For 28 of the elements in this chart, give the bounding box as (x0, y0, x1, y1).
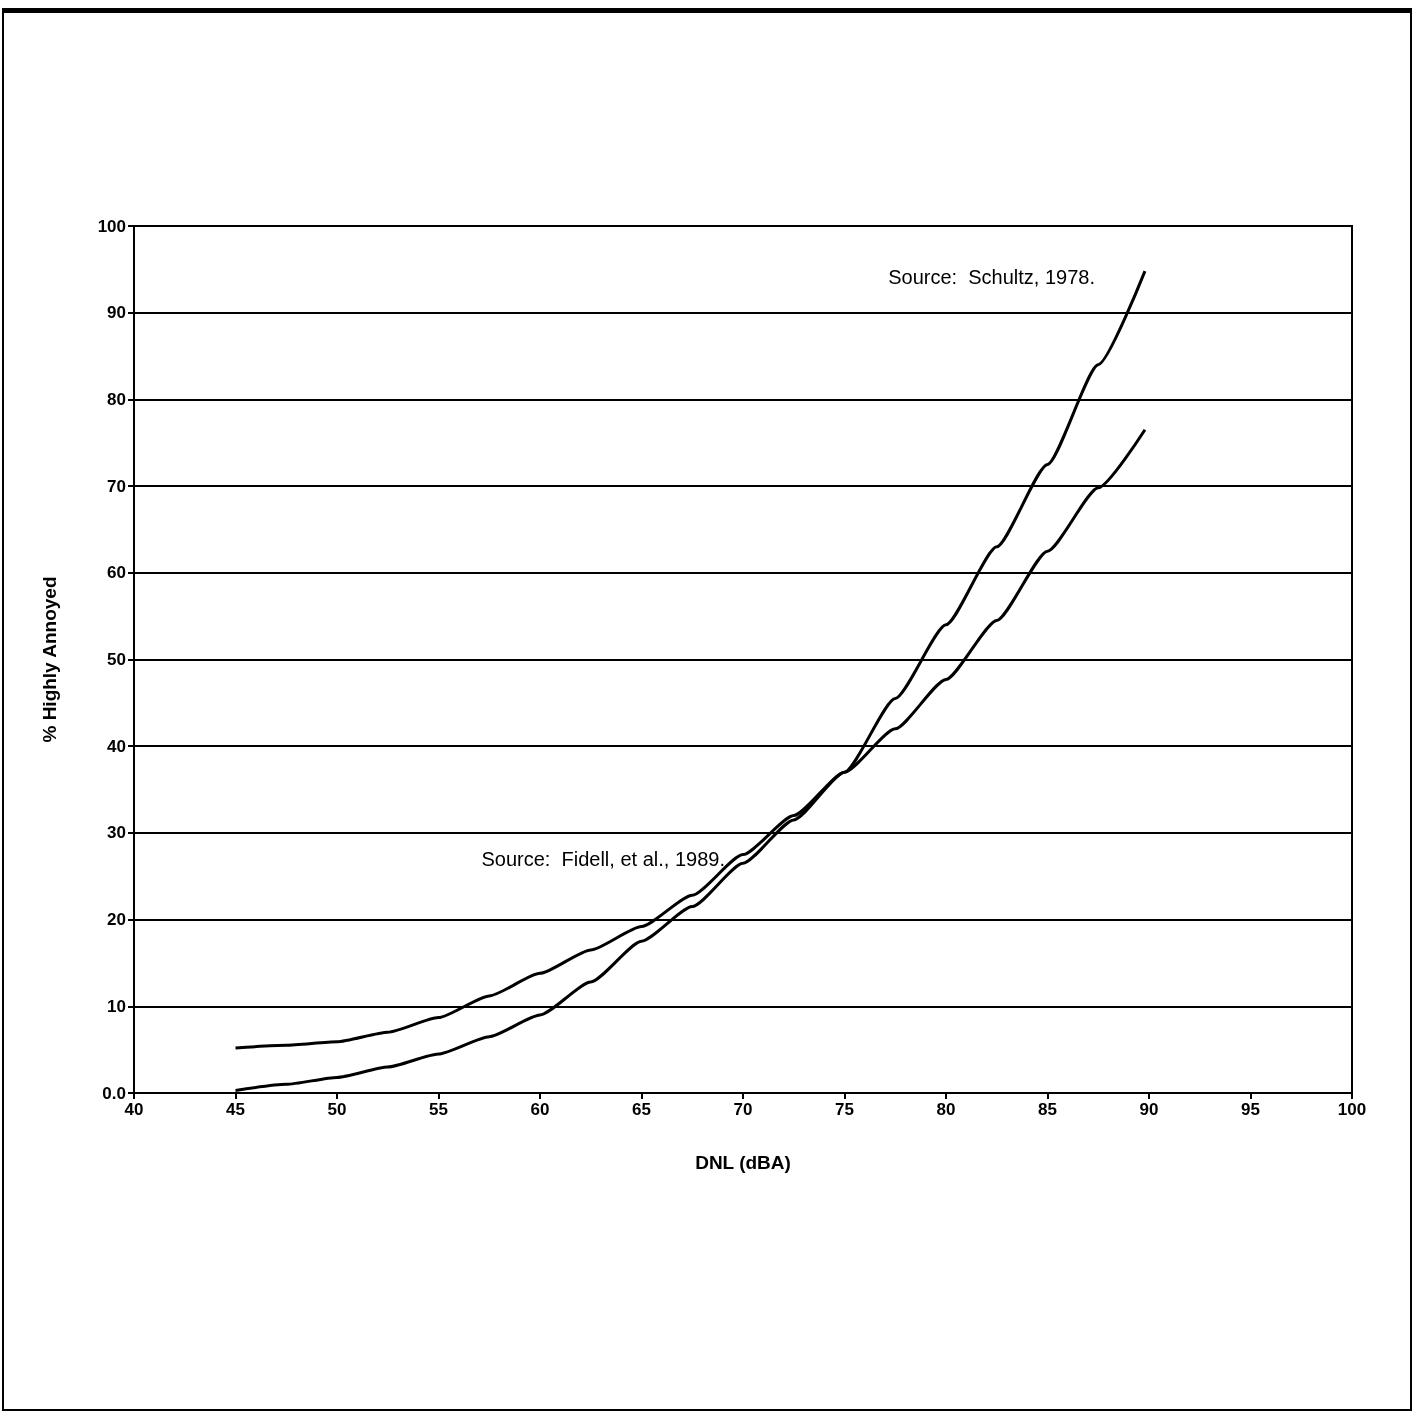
annotation: Source: Fidell, et al., 1989. (481, 847, 725, 870)
x-tick-label: 80 (936, 1100, 956, 1119)
x-tick-label: 65 (632, 1100, 651, 1119)
y-tick-label: 50 (107, 650, 126, 669)
y-tick-label: 10 (107, 996, 126, 1016)
y-tick-label: 20 (107, 910, 126, 930)
y-tick-label: 70 (107, 476, 126, 496)
y-tick-label: 60 (107, 563, 126, 583)
y-tick-label: 0.0 (102, 1083, 126, 1103)
x-tick-label: 70 (733, 1100, 753, 1119)
y-axis-title: % Highly Annoyed (39, 576, 60, 743)
x-tick-label: 45 (226, 1100, 245, 1119)
x-tick-label: 95 (1241, 1100, 1260, 1119)
y-tick-label: 90 (107, 303, 126, 323)
y-tick-label: 100 (97, 216, 126, 236)
x-tick-label: 55 (429, 1100, 448, 1119)
x-tick-label: 85 (1038, 1100, 1057, 1119)
x-tick-label: 90 (1139, 1100, 1159, 1119)
x-tick-label: 50 (327, 1100, 347, 1119)
x-tick-label: 60 (530, 1100, 550, 1119)
y-tick-label: 80 (107, 389, 126, 409)
x-tick-label: 100 (1337, 1100, 1367, 1119)
x-axis-title: DNL (dBA) (695, 1152, 791, 1173)
y-tick-label: 40 (107, 736, 126, 756)
x-tick-label: 75 (835, 1100, 854, 1119)
y-tick-label: 30 (107, 823, 126, 843)
annotation: Source: Schultz, 1978. (888, 266, 1095, 288)
x-tick-label: 40 (124, 1100, 144, 1119)
